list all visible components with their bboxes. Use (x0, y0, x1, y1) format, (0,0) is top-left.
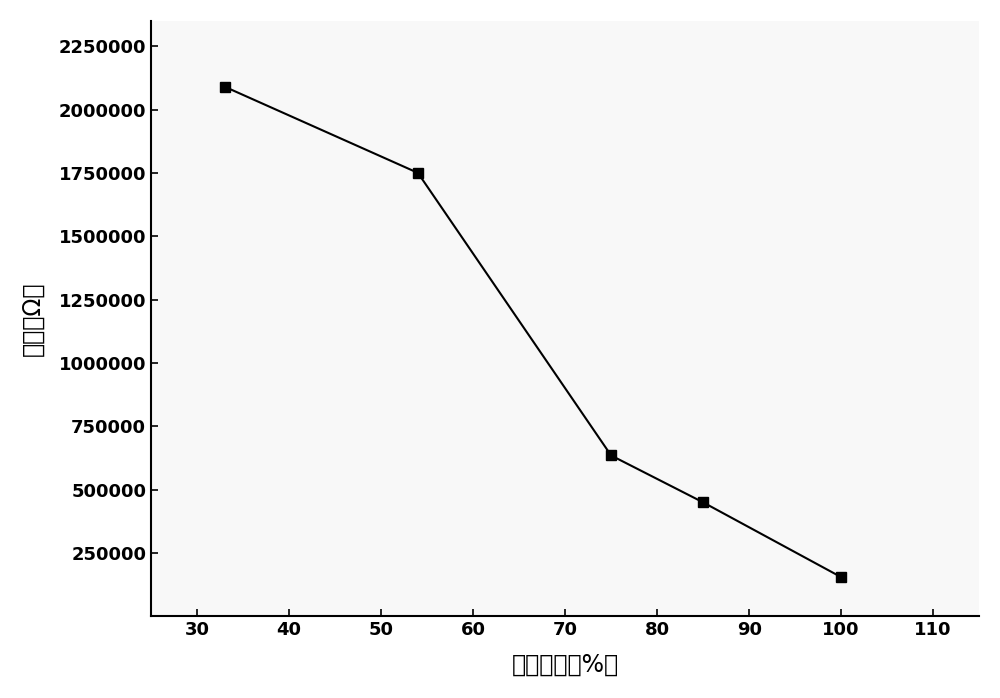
X-axis label: 相对湿度（%）: 相对湿度（%） (512, 653, 619, 677)
Y-axis label: 阻抗（Ω）: 阻抗（Ω） (21, 281, 45, 356)
